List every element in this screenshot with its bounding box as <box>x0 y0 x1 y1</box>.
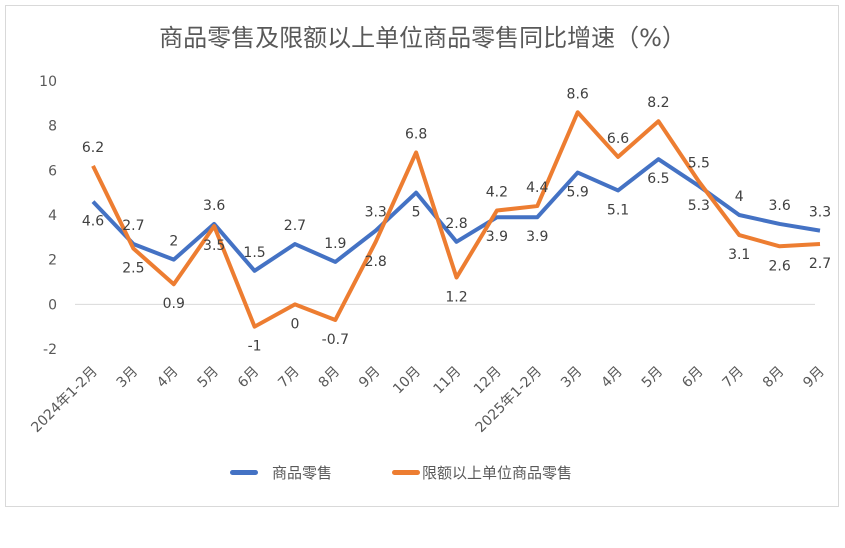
data-label: 2.7 <box>284 218 306 234</box>
legend-item-retail: 商品零售 <box>230 462 332 483</box>
x-tick-label: 2024年1-2月 <box>28 364 100 436</box>
x-tick-label: 10月 <box>390 364 424 398</box>
data-label: -0.7 <box>322 332 349 348</box>
chart-title: 商品零售及限额以上单位商品零售同比增速（%） <box>159 24 686 52</box>
x-tick-label: 4月 <box>154 364 182 392</box>
data-label: 5.3 <box>688 198 710 214</box>
y-tick-label: 0 <box>48 297 57 313</box>
data-label: 6.5 <box>647 171 669 187</box>
y-tick-label: -2 <box>43 342 57 358</box>
data-label: 6.2 <box>82 140 104 156</box>
data-label: 2.8 <box>365 254 387 270</box>
data-label: 2.7 <box>809 256 831 272</box>
data-label: 0 <box>290 316 299 332</box>
x-tick-label: 9月 <box>356 364 384 392</box>
x-tick-label: 5月 <box>639 364 667 392</box>
data-label: 5 <box>412 205 421 221</box>
data-label: 2.8 <box>445 216 467 232</box>
data-label: 4.2 <box>486 185 508 201</box>
data-label: 2.6 <box>768 258 790 274</box>
data-label: -1 <box>248 339 262 355</box>
data-label: 3.3 <box>809 205 831 221</box>
data-label: 8.2 <box>647 95 669 111</box>
y-tick-label: 6 <box>48 163 57 179</box>
data-label: 8.6 <box>567 86 589 102</box>
series-line-1 <box>91 110 821 329</box>
x-tick-label: 4月 <box>598 364 626 392</box>
data-label: 2 <box>169 234 178 250</box>
data-label: 3.9 <box>526 229 548 245</box>
data-label: 3.6 <box>768 198 790 214</box>
x-tick-label: 6月 <box>235 364 263 392</box>
x-tick-label: 7月 <box>720 364 748 392</box>
data-label: 6.8 <box>405 126 427 142</box>
data-label: 1.9 <box>324 236 346 252</box>
legend-label: 商品零售 <box>272 464 333 482</box>
x-tick-label: 12月 <box>471 364 505 398</box>
y-tick-label: 8 <box>48 119 57 135</box>
legend-label: 限额以上单位商品零售 <box>422 464 573 482</box>
x-tick-label: 11月 <box>431 364 465 398</box>
data-label: 0.9 <box>163 296 185 312</box>
data-label: 2.7 <box>122 218 144 234</box>
data-label: 5.9 <box>567 185 589 201</box>
data-label: 3.5 <box>203 238 225 254</box>
data-label: 2.5 <box>122 261 144 277</box>
x-tick-label: 3月 <box>558 364 586 392</box>
legend-swatch-blue <box>230 470 258 475</box>
x-tick-label: 7月 <box>275 364 303 392</box>
x-tick-label: 3月 <box>114 364 142 392</box>
data-label: 3.9 <box>486 229 508 245</box>
data-label: 3.1 <box>728 247 750 263</box>
x-tick-label: 8月 <box>760 364 788 392</box>
y-tick-label: 4 <box>48 208 57 224</box>
legend-item-above-limit: 限额以上单位商品零售 <box>392 462 572 483</box>
series-line-0 <box>91 157 821 273</box>
data-label: 1.2 <box>445 290 467 306</box>
x-tick-label: 5月 <box>194 364 222 392</box>
data-label: 3.3 <box>365 205 387 221</box>
x-tick-label: 9月 <box>800 364 828 392</box>
x-tick-label: 6月 <box>679 364 707 392</box>
y-tick-label: 10 <box>39 74 57 90</box>
data-label: 3.6 <box>203 198 225 214</box>
data-label: 4 <box>735 189 744 205</box>
data-label: 4.4 <box>526 180 548 196</box>
data-label: 5.1 <box>607 202 629 218</box>
y-tick-label: 2 <box>48 253 57 269</box>
data-label: 4.6 <box>82 214 104 230</box>
data-label: 1.5 <box>243 245 265 261</box>
data-label: 6.6 <box>607 131 629 147</box>
data-label: 5.5 <box>688 156 710 172</box>
legend-swatch-orange <box>392 470 420 475</box>
x-tick-label: 8月 <box>316 364 344 392</box>
